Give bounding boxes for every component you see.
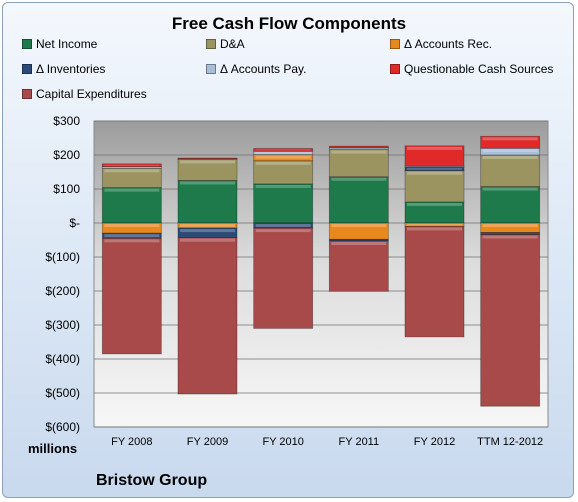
legend-label: Δ Accounts Pay. bbox=[220, 62, 307, 76]
bar-segment bbox=[177, 180, 238, 224]
bar-highlight bbox=[255, 161, 311, 165]
y-tick-label: $- bbox=[69, 216, 80, 230]
bar-segment bbox=[101, 163, 162, 167]
bar-segment bbox=[480, 135, 541, 149]
unit-label: millions bbox=[28, 441, 78, 456]
bar-highlight bbox=[255, 149, 311, 151]
bar-highlight bbox=[331, 224, 387, 227]
bar-segment bbox=[480, 154, 541, 188]
legend-swatch bbox=[206, 39, 216, 49]
bar-highlight bbox=[331, 242, 387, 246]
x-tick-label: FY 2011 bbox=[339, 436, 380, 448]
plot-area bbox=[93, 120, 549, 428]
bar-highlight bbox=[255, 184, 311, 188]
bar-segment bbox=[253, 154, 314, 162]
legend-item: Δ Accounts Pay. bbox=[206, 62, 307, 76]
bar-highlight bbox=[179, 160, 236, 164]
bar-highlight bbox=[104, 169, 160, 173]
chart-title: Free Cash Flow Components bbox=[171, 14, 407, 33]
bar-highlight bbox=[255, 224, 311, 227]
legend-swatch bbox=[206, 64, 216, 74]
bar-segment bbox=[328, 176, 389, 224]
legend-swatch bbox=[390, 39, 400, 49]
y-tick-label: $(500) bbox=[45, 386, 80, 400]
legend-item: Δ Accounts Rec. bbox=[390, 37, 492, 51]
y-tick-label: $(400) bbox=[45, 352, 80, 366]
y-tick-label: $200 bbox=[53, 148, 80, 162]
legend-label: Δ Accounts Rec. bbox=[404, 37, 493, 51]
bar-highlight bbox=[406, 202, 463, 206]
bar-segment bbox=[253, 227, 314, 329]
bar-segment bbox=[177, 157, 238, 160]
bar-highlight bbox=[255, 155, 311, 159]
legend-item: Net Income bbox=[22, 37, 97, 51]
x-tick-label: FY 2012 bbox=[414, 436, 455, 448]
bar-highlight bbox=[406, 146, 463, 150]
x-tick-label: TTM 12-2012 bbox=[477, 436, 543, 448]
bar-segment bbox=[404, 225, 465, 338]
bar-highlight bbox=[255, 152, 311, 154]
bar-highlight bbox=[331, 150, 387, 154]
legend-item: D&A bbox=[206, 37, 245, 51]
bar-segment bbox=[404, 145, 465, 167]
legend-label: Capital Expenditures bbox=[36, 87, 147, 101]
bar-highlight bbox=[482, 187, 538, 191]
legend-label: Questionable Cash Sources bbox=[404, 62, 554, 76]
bar-highlight bbox=[104, 224, 160, 227]
bar-segment bbox=[480, 186, 541, 224]
bar-highlight bbox=[482, 137, 538, 141]
bar-segment bbox=[177, 158, 238, 160]
bar-highlight bbox=[482, 149, 538, 153]
bar-highlight bbox=[482, 235, 538, 239]
bar-highlight bbox=[104, 188, 160, 192]
bar-segment bbox=[328, 240, 389, 292]
bar-segment bbox=[177, 237, 238, 395]
legend-swatch bbox=[22, 39, 32, 49]
bar-highlight bbox=[104, 239, 160, 243]
bar-highlight bbox=[406, 227, 463, 231]
bar-highlight bbox=[179, 229, 236, 233]
legend-swatch bbox=[22, 89, 32, 99]
bar-segment bbox=[101, 237, 162, 355]
bar-segment bbox=[328, 145, 389, 149]
bar-highlight bbox=[179, 181, 236, 185]
bar-highlight bbox=[179, 238, 236, 242]
bar-highlight bbox=[406, 168, 463, 170]
x-tick-label: FY 2010 bbox=[262, 436, 303, 448]
bar-highlight bbox=[331, 177, 387, 181]
company-name: Bristow Group bbox=[96, 472, 208, 489]
bar-highlight bbox=[482, 156, 538, 159]
bar-segment bbox=[404, 170, 465, 203]
bar-segment bbox=[253, 183, 314, 224]
x-tick-label: FY 2008 bbox=[111, 436, 152, 448]
bar-highlight bbox=[482, 224, 538, 227]
legend-label: D&A bbox=[220, 37, 245, 51]
legend-swatch bbox=[22, 64, 32, 74]
y-tick-label: $(600) bbox=[45, 420, 80, 434]
y-tick-label: $(200) bbox=[45, 284, 80, 298]
y-tick-label: $100 bbox=[53, 182, 80, 196]
bar-segment bbox=[253, 148, 314, 152]
y-tick-label: $300 bbox=[53, 114, 80, 128]
legend-item: Capital Expenditures bbox=[22, 87, 147, 101]
legend-label: Δ Inventories bbox=[36, 62, 106, 76]
bar-segment bbox=[328, 149, 389, 178]
bar-highlight bbox=[406, 171, 463, 175]
bar-highlight bbox=[406, 224, 463, 226]
legend-item: Δ Inventories bbox=[22, 62, 105, 76]
bar-segment bbox=[480, 234, 541, 407]
bar-highlight bbox=[104, 234, 160, 238]
bar-segment bbox=[101, 187, 162, 224]
y-tick-label: $(300) bbox=[45, 318, 80, 332]
bar-highlight bbox=[179, 224, 236, 227]
x-tick-label: FY 2009 bbox=[187, 436, 228, 448]
bar-highlight bbox=[255, 229, 311, 233]
legend-label: Net Income bbox=[36, 37, 98, 51]
bar-highlight bbox=[104, 164, 160, 166]
legend-item: Questionable Cash Sources bbox=[390, 62, 553, 76]
y-tick-label: $(100) bbox=[45, 250, 80, 264]
legend-swatch bbox=[390, 64, 400, 74]
